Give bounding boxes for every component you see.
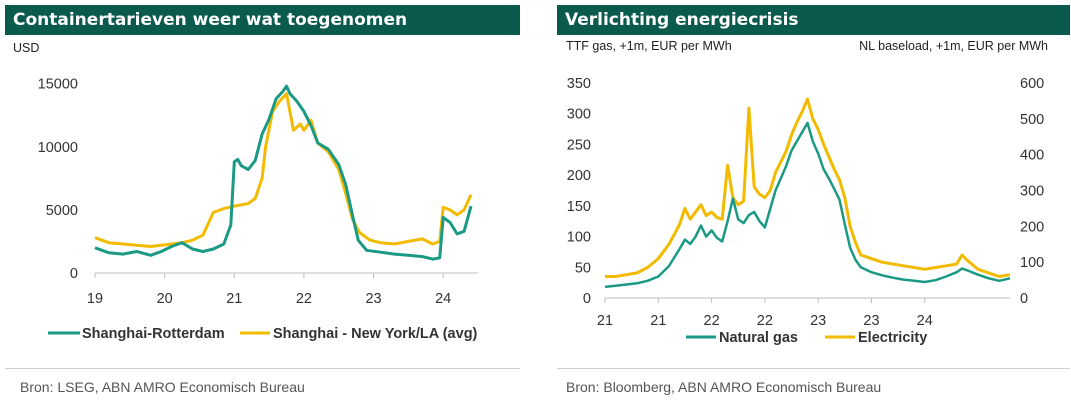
right-divider <box>557 368 1070 369</box>
y-tick-label-right: 400 <box>1020 148 1044 164</box>
x-tick-label: 24 <box>435 291 451 307</box>
legend-label-electricity: Electricity <box>858 330 927 346</box>
right-chart-panel: Verlichting energiecrisis TTF gas, +1m, … <box>550 0 1071 405</box>
y-tick-label: 5000 <box>46 203 78 219</box>
y-tick-label-left: 300 <box>567 107 591 123</box>
left-chart-panel: Containertarieven weer wat toegenomen US… <box>0 0 530 405</box>
y-tick-label-right: 600 <box>1020 76 1044 92</box>
x-tick-label: 24 <box>917 313 933 329</box>
series-line-natural-gas <box>604 121 1011 289</box>
y-tick-label: 0 <box>70 266 78 282</box>
left-chart-plot: 0 5000 10000 15000 19 20 21 22 23 24 Shanghai-Rott… <box>38 77 478 342</box>
y-tick-label-right: 0 <box>1020 291 1028 307</box>
right-y-unit-left: TTF gas, +1m, EUR per MWh <box>566 39 732 53</box>
y-tick-label-right: 100 <box>1020 255 1044 271</box>
y-tick-label-left: 0 <box>583 291 591 307</box>
y-tick-label-right: 300 <box>1020 184 1044 200</box>
x-tick-label: 21 <box>226 291 242 307</box>
legend-label-shanghai-new-york-la: Shanghai - New York/LA (avg) <box>273 326 478 342</box>
x-tick-label: 20 <box>157 291 173 307</box>
series-line-electricity <box>605 97 1011 278</box>
y-tick-label-right: 500 <box>1020 112 1044 128</box>
left-y-unit: USD <box>13 41 40 55</box>
x-tick-label: 23 <box>810 313 826 329</box>
y-tick-label-left: 200 <box>567 168 591 184</box>
x-tick-label: 22 <box>296 291 312 307</box>
series-line-shanghai-new-york-la <box>94 92 473 248</box>
y-tick-label-left: 350 <box>567 76 591 92</box>
right-y-unit-right: NL baseload, +1m, EUR per MWh <box>859 39 1048 53</box>
left-source: Bron: LSEG, ABN AMRO Economisch Bureau <box>20 379 305 395</box>
x-tick-label: 23 <box>365 291 381 307</box>
x-tick-label: 22 <box>757 313 773 329</box>
left-divider <box>5 368 520 369</box>
y-tick-label-left: 250 <box>567 137 591 153</box>
y-tick-label-left: 150 <box>567 199 591 215</box>
x-tick-label: 21 <box>650 313 666 329</box>
series-line-shanghai-rotterdam <box>94 84 473 261</box>
y-tick-label: 10000 <box>38 140 78 156</box>
x-tick-label: 19 <box>87 291 103 307</box>
y-tick-label-right: 200 <box>1020 219 1044 235</box>
x-tick-label: 22 <box>704 313 720 329</box>
right-chart-title: Verlichting energiecrisis <box>557 5 1070 35</box>
right-chart-plot: 0 50 100 150 200 250 300 350 0 100 200 300 400 500 600… <box>567 76 1044 346</box>
legend-label-natural-gas: Natural gas <box>719 330 798 346</box>
y-tick-label-left: 50 <box>575 260 591 276</box>
x-tick-label: 23 <box>863 313 879 329</box>
right-source: Bron: Bloomberg, ABN AMRO Economisch Bur… <box>566 379 882 395</box>
legend-label-shanghai-rotterdam: Shanghai-Rotterdam <box>82 326 225 342</box>
left-chart-title: Containertarieven weer wat toegenomen <box>5 5 520 35</box>
y-tick-label: 15000 <box>38 77 78 93</box>
x-tick-label: 21 <box>597 313 613 329</box>
y-tick-label-left: 100 <box>567 230 591 246</box>
